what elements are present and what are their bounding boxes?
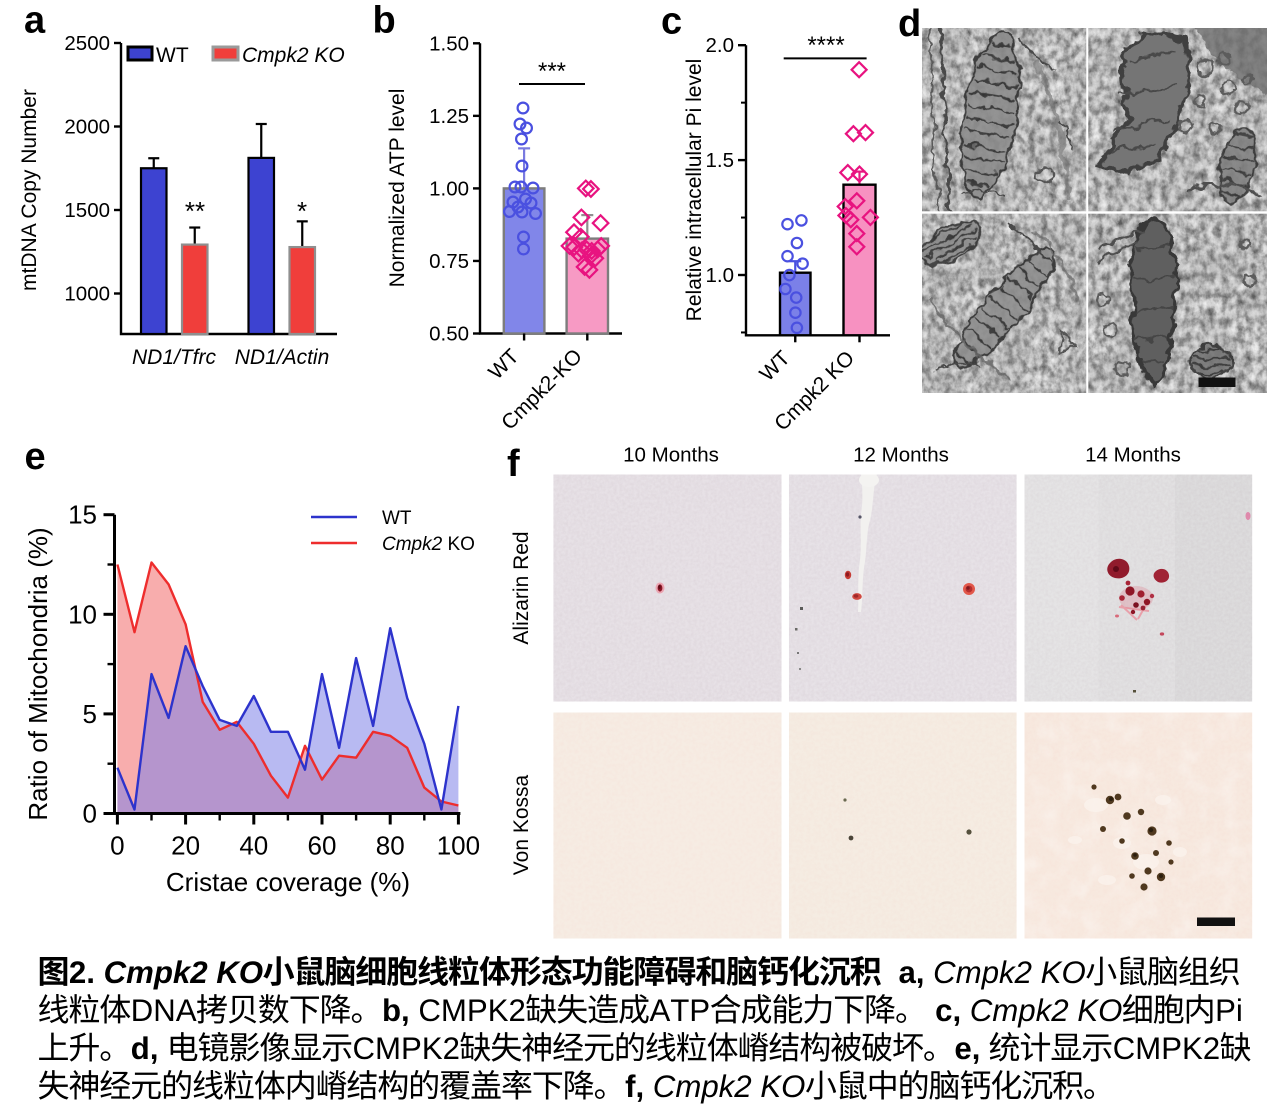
svg-text:2500: 2500 (64, 32, 110, 55)
svg-text:f: f (507, 443, 520, 485)
svg-text:10: 10 (68, 599, 97, 629)
svg-text:20: 20 (171, 831, 200, 861)
svg-text:Alizarin Red: Alizarin Red (510, 531, 533, 644)
svg-text:Ratio of Mitochondria (%): Ratio of Mitochondria (%) (23, 527, 53, 820)
svg-text:5: 5 (83, 699, 97, 729)
svg-text:e: e (25, 436, 46, 478)
svg-text:1.50: 1.50 (429, 32, 469, 55)
svg-text:*: * (297, 196, 307, 226)
svg-text:ND1/Actin: ND1/Actin (235, 346, 330, 369)
svg-text:WT: WT (156, 44, 189, 67)
svg-text:WT: WT (382, 508, 412, 529)
svg-text:***: *** (538, 58, 566, 85)
svg-text:0.75: 0.75 (429, 250, 469, 273)
svg-text:14 Months: 14 Months (1085, 444, 1181, 467)
svg-text:Cmpk2 KO: Cmpk2 KO (382, 534, 475, 555)
svg-text:ND1/Tfrc: ND1/Tfrc (132, 346, 217, 369)
svg-text:10 Months: 10 Months (623, 444, 719, 467)
svg-text:a: a (24, 0, 46, 42)
svg-text:1.00: 1.00 (429, 177, 469, 200)
svg-text:**: ** (185, 196, 205, 226)
svg-text:d: d (898, 3, 921, 45)
svg-text:b: b (373, 0, 396, 42)
svg-text:Cristae coverage (%): Cristae coverage (%) (166, 867, 410, 897)
svg-text:1.0: 1.0 (706, 264, 735, 287)
svg-text:1.25: 1.25 (429, 105, 469, 128)
svg-text:Relative intracellular Pi leve: Relative intracellular Pi level (683, 59, 706, 322)
svg-text:60: 60 (308, 831, 337, 861)
svg-text:0: 0 (83, 799, 97, 829)
svg-text:2000: 2000 (64, 116, 110, 139)
svg-text:1500: 1500 (64, 199, 110, 222)
svg-text:0: 0 (110, 831, 124, 861)
svg-text:2.0: 2.0 (706, 34, 735, 57)
svg-text:80: 80 (376, 831, 405, 861)
svg-text:40: 40 (239, 831, 268, 861)
svg-text:Von Kossa: Von Kossa (510, 774, 533, 875)
svg-text:mtDNA Copy Number: mtDNA Copy Number (18, 89, 41, 291)
svg-text:Cmpk2 KO: Cmpk2 KO (242, 44, 345, 67)
svg-text:1000: 1000 (64, 283, 110, 306)
svg-text:****: **** (807, 32, 844, 59)
svg-text:12 Months: 12 Months (853, 444, 949, 467)
svg-text:100: 100 (437, 831, 480, 861)
svg-text:15: 15 (68, 500, 97, 530)
svg-text:0.50: 0.50 (429, 323, 469, 346)
svg-text:c: c (661, 1, 682, 43)
svg-text:Normalized ATP level: Normalized ATP level (386, 89, 409, 288)
svg-text:1.5: 1.5 (706, 149, 735, 172)
